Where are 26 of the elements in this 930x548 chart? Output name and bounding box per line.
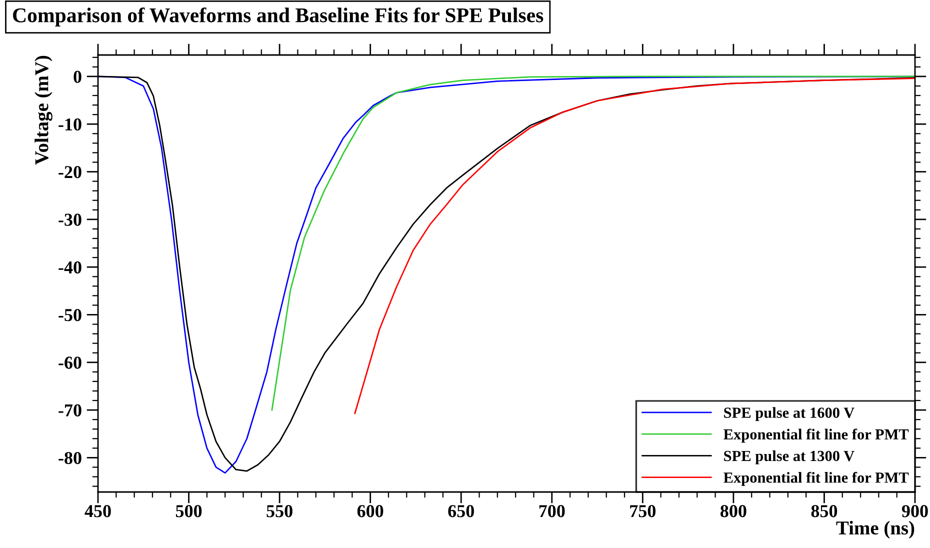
x-tick-label: 850 [811,505,838,518]
x-tick-label: 650 [448,505,474,518]
y-tick-label: -50 [58,308,82,322]
legend-label: SPE pulse at 1600 V [724,407,854,422]
y-tick-label: -60 [58,356,82,369]
x-tick-label: 750 [630,505,656,518]
legend-label: Exponential fit line for PMT [724,472,909,486]
y-tick-label: -10 [58,118,82,131]
x-tick-label: 550 [266,505,292,518]
y-tick-label: -30 [58,214,82,226]
x-tick-label: 800 [720,505,746,518]
x-tick-label: 450 [84,505,111,518]
x-tick-label: 500 [176,505,202,518]
x-axis-title: Time (ns) [836,520,914,539]
y-tick-label: 0 [74,70,82,83]
y-tick-label: -80 [58,452,82,464]
y-tick-label: -40 [58,261,82,274]
chart-title: Comparison of Waveforms and Baseline Fits for SPE Pulses [13,7,544,27]
legend-label: SPE pulse at 1300 V [724,450,854,464]
x-tick-label: 600 [357,505,384,518]
legend-label: Exponential fit line for PMT [724,428,909,443]
y-tick-label: -70 [58,404,82,416]
x-tick-label: 900 [902,505,928,518]
y-axis-title: Voltage (mV) [34,56,52,165]
x-tick-label: 700 [539,505,565,518]
y-tick-label: -20 [58,166,82,178]
